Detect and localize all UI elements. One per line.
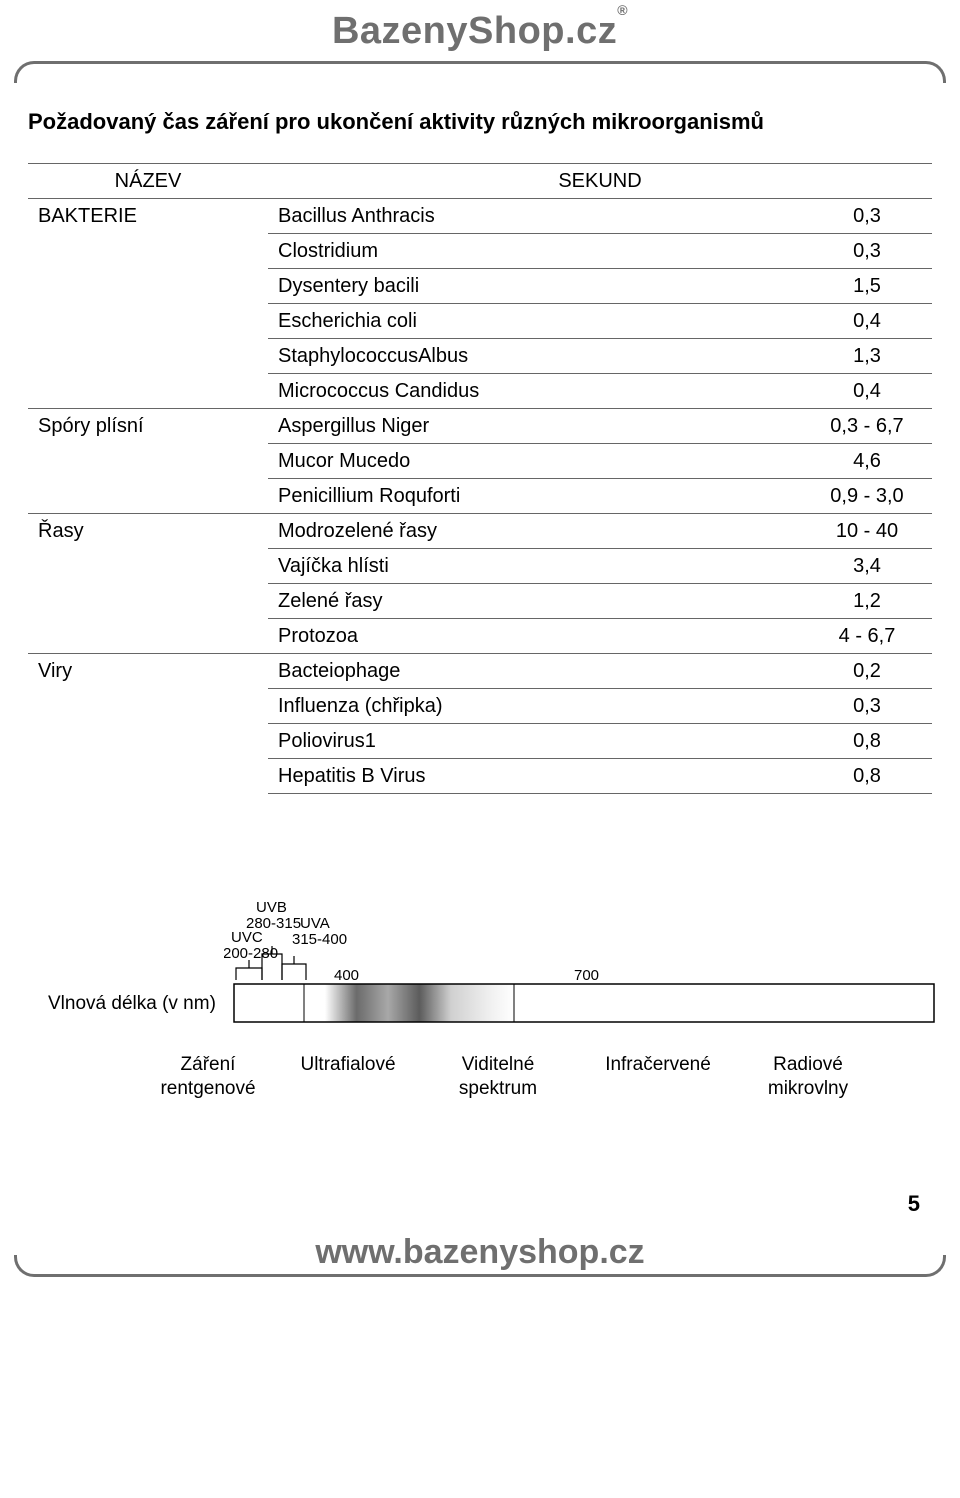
- organism-table: NÁZEV SEKUND BAKTERIEBacillus Anthracis0…: [28, 163, 932, 794]
- col-name-header: NÁZEV: [28, 164, 268, 199]
- site-title: BazenyShop.cz®: [332, 10, 628, 53]
- organism-value: 0,3: [802, 199, 932, 234]
- organism-value: 1,3: [802, 339, 932, 374]
- svg-text:700: 700: [574, 967, 599, 984]
- organism-name: Protozoa: [268, 619, 802, 654]
- table-row: Vajíčka hlísti3,4: [28, 549, 932, 584]
- table-row: StaphylococcusAlbus1,3: [28, 339, 932, 374]
- table-row: Micrococcus Candidus0,4: [28, 374, 932, 409]
- category-cell: [28, 444, 268, 479]
- col-seconds-header: SEKUND: [268, 164, 932, 199]
- table-row: Influenza (chřipka)0,3: [28, 689, 932, 724]
- category-cell: [28, 374, 268, 409]
- organism-value: 4,6: [802, 444, 932, 479]
- page-footer: www.bazenyshop.cz: [14, 1227, 946, 1277]
- organism-name: Bacteiophage: [268, 654, 802, 689]
- organism-value: 0,3: [802, 689, 932, 724]
- table-row: Dysentery bacili1,5: [28, 269, 932, 304]
- organism-name: Clostridium: [268, 234, 802, 269]
- table-row: Hepatitis B Virus0,8: [28, 759, 932, 794]
- header-rule: [14, 61, 946, 83]
- category-cell: BAKTERIE: [28, 199, 268, 234]
- category-cell: Spóry plísní: [28, 409, 268, 444]
- spectrum-section: Vlnová délka (v nm) UVC200-280UVB280-315…: [48, 884, 912, 1101]
- table-row: Mucor Mucedo4,6: [28, 444, 932, 479]
- svg-text:200-280: 200-280: [224, 945, 278, 962]
- category-cell: [28, 339, 268, 374]
- svg-text:315-400: 315-400: [292, 931, 347, 948]
- svg-text:UVB: UVB: [256, 899, 287, 916]
- wavelength-label: Vlnová délka (v nm): [48, 993, 216, 1039]
- organism-value: 1,2: [802, 584, 932, 619]
- organism-value: 0,2: [802, 654, 932, 689]
- organism-name: Influenza (chřipka): [268, 689, 802, 724]
- organism-value: 3,4: [802, 549, 932, 584]
- category-cell: [28, 584, 268, 619]
- spectrum-region-label: Radiovémikrovlny: [738, 1053, 878, 1101]
- organism-name: Micrococcus Candidus: [268, 374, 802, 409]
- organism-name: Escherichia coli: [268, 304, 802, 339]
- organism-value: 0,3: [802, 234, 932, 269]
- category-cell: Řasy: [28, 514, 268, 549]
- spectrum-region-label: Ultrafialové: [278, 1053, 418, 1101]
- table-row: ŘasyModrozelené řasy10 - 40: [28, 514, 932, 549]
- category-cell: [28, 619, 268, 654]
- table-row: Escherichia coli0,4: [28, 304, 932, 339]
- spectrum-bottom-labels: ZářenírentgenovéUltrafialovéViditelnéspe…: [138, 1053, 912, 1101]
- category-cell: [28, 689, 268, 724]
- organism-value: 0,4: [802, 304, 932, 339]
- footer-url: www.bazenyshop.cz: [315, 1227, 644, 1272]
- organism-value: 1,5: [802, 269, 932, 304]
- table-row: Zelené řasy1,2: [28, 584, 932, 619]
- organism-value: 0,8: [802, 759, 932, 794]
- category-cell: [28, 724, 268, 759]
- organism-value: 10 - 40: [802, 514, 932, 549]
- category-cell: [28, 304, 268, 339]
- table-row: Clostridium0,3: [28, 234, 932, 269]
- table-row: Poliovirus10,8: [28, 724, 932, 759]
- table-row: Spóry plísníAspergillus Niger0,3 - 6,7: [28, 409, 932, 444]
- organism-value: 0,4: [802, 374, 932, 409]
- organism-name: Zelené řasy: [268, 584, 802, 619]
- spectrum-region-label: Zářenírentgenové: [138, 1053, 278, 1101]
- site-title-text: BazenyShop.cz: [332, 10, 617, 52]
- spectrum-diagram: UVC200-280UVB280-315UVA315-400400700: [224, 884, 944, 1039]
- category-cell: [28, 549, 268, 584]
- spectrum-region-label: Viditelnéspektrum: [418, 1053, 578, 1101]
- category-cell: [28, 759, 268, 794]
- organism-name: Aspergillus Niger: [268, 409, 802, 444]
- category-cell: Viry: [28, 654, 268, 689]
- svg-text:280-315: 280-315: [246, 915, 301, 932]
- registered-mark: ®: [617, 2, 628, 18]
- table-row: Penicillium Roquforti0,9 - 3,0: [28, 479, 932, 514]
- organism-value: 0,8: [802, 724, 932, 759]
- organism-name: Bacillus Anthracis: [268, 199, 802, 234]
- organism-value: 0,3 - 6,7: [802, 409, 932, 444]
- svg-text:UVA: UVA: [300, 915, 330, 932]
- page-header: BazenyShop.cz®: [0, 0, 960, 61]
- spectrum-svg: UVC200-280UVB280-315UVA315-400400700: [224, 884, 944, 1034]
- organism-name: Vajíčka hlísti: [268, 549, 802, 584]
- category-cell: [28, 479, 268, 514]
- page-content: Požadovaný čas záření pro ukončení aktiv…: [0, 83, 960, 1111]
- organism-value: 4 - 6,7: [802, 619, 932, 654]
- organism-name: Poliovirus1: [268, 724, 802, 759]
- organism-name: Penicillium Roquforti: [268, 479, 802, 514]
- organism-name: StaphylococcusAlbus: [268, 339, 802, 374]
- category-cell: [28, 269, 268, 304]
- organism-name: Modrozelené řasy: [268, 514, 802, 549]
- table-header-row: NÁZEV SEKUND: [28, 164, 932, 199]
- svg-text:400: 400: [334, 967, 359, 984]
- table-row: BAKTERIEBacillus Anthracis0,3: [28, 199, 932, 234]
- page-heading: Požadovaný čas záření pro ukončení aktiv…: [28, 109, 932, 135]
- organism-name: Dysentery bacili: [268, 269, 802, 304]
- organism-value: 0,9 - 3,0: [802, 479, 932, 514]
- table-row: ViryBacteiophage0,2: [28, 654, 932, 689]
- category-cell: [28, 234, 268, 269]
- organism-name: Hepatitis B Virus: [268, 759, 802, 794]
- table-row: Protozoa4 - 6,7: [28, 619, 932, 654]
- organism-name: Mucor Mucedo: [268, 444, 802, 479]
- page-number: 5: [0, 1111, 960, 1227]
- spectrum-region-label: Infračervené: [578, 1053, 738, 1101]
